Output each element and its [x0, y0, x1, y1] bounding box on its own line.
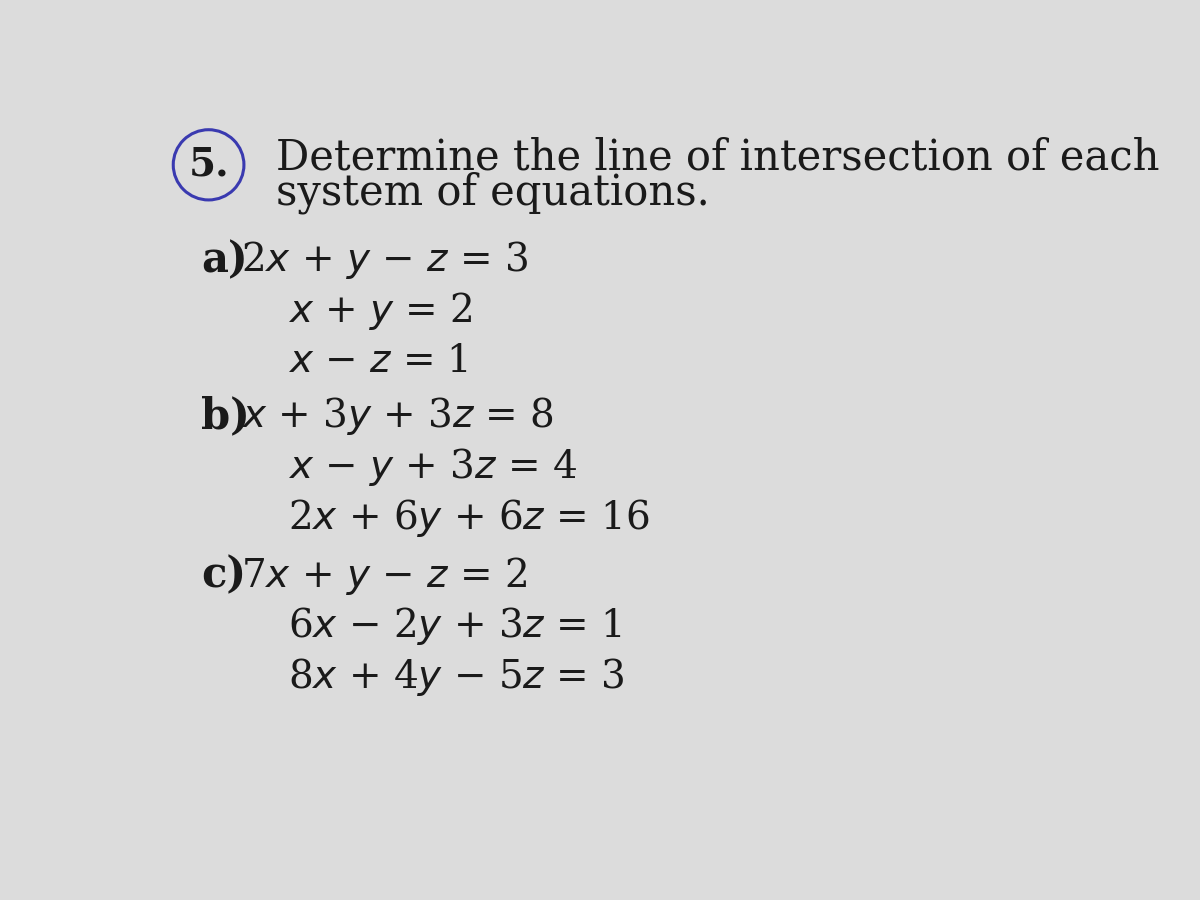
Text: $\mathit{x}$ − $\mathit{z}$ = 1: $\mathit{x}$ − $\mathit{z}$ = 1: [288, 343, 468, 380]
Text: $\mathit{x}$ + 3$\mathit{y}$ + 3$\mathit{z}$ = 8: $\mathit{x}$ + 3$\mathit{y}$ + 3$\mathit…: [241, 395, 554, 437]
Text: 2$\mathit{x}$ + 6$\mathit{y}$ + 6$\mathit{z}$ = 16: 2$\mathit{x}$ + 6$\mathit{y}$ + 6$\mathi…: [288, 497, 649, 538]
Text: a): a): [202, 239, 248, 282]
Text: c): c): [202, 554, 246, 597]
Text: system of equations.: system of equations.: [276, 171, 709, 214]
Text: b): b): [202, 395, 250, 437]
Text: $\mathit{x}$ − $\mathit{y}$ + 3$\mathit{z}$ = 4: $\mathit{x}$ − $\mathit{y}$ + 3$\mathit{…: [288, 446, 576, 488]
Text: Determine the line of intersection of each: Determine the line of intersection of ea…: [276, 137, 1159, 179]
Text: $\mathit{x}$ + $\mathit{y}$ = 2: $\mathit{x}$ + $\mathit{y}$ = 2: [288, 290, 472, 332]
Text: 8$\mathit{x}$ + 4$\mathit{y}$ − 5$\mathit{z}$ = 3: 8$\mathit{x}$ + 4$\mathit{y}$ − 5$\mathi…: [288, 656, 624, 698]
Text: 7$\mathit{x}$ + $\mathit{y}$ − $\mathit{z}$ = 2: 7$\mathit{x}$ + $\mathit{y}$ − $\mathit{…: [241, 554, 527, 597]
Text: 2$\mathit{x}$ + $\mathit{y}$ − $\mathit{z}$ = 3: 2$\mathit{x}$ + $\mathit{y}$ − $\mathit{…: [241, 239, 528, 282]
Text: 6$\mathit{x}$ − 2$\mathit{y}$ + 3$\mathit{z}$ = 1: 6$\mathit{x}$ − 2$\mathit{y}$ + 3$\mathi…: [288, 606, 622, 647]
Text: 5.: 5.: [188, 146, 229, 184]
